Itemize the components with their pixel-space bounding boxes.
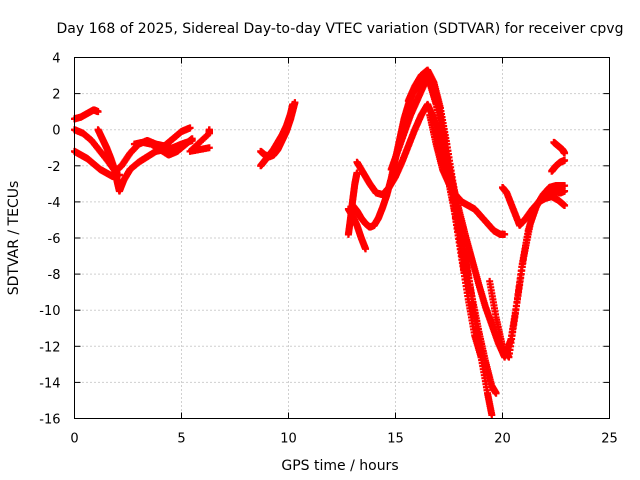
x-tick-label: 5 [177,432,185,447]
y-tick-label: 2 [52,88,60,103]
series-arc-6 [186,126,213,155]
data-point [291,99,299,107]
x-tick-label: 10 [280,432,297,447]
y-tick-label: -12 [39,340,60,355]
data-point [561,202,569,210]
series-arc-19 [499,183,569,229]
data-point [186,124,194,132]
data-point [362,245,370,253]
data-point [353,169,361,177]
data-point [488,411,496,419]
data-point [561,187,569,195]
x-tick-label: 25 [601,432,618,447]
series-arc-21 [550,138,569,157]
series-arc-4 [94,126,196,195]
data-point [205,144,213,152]
y-tick-label: -10 [39,304,60,319]
x-axis-label: GPS time / hours [281,458,398,474]
y-tick-label: -6 [48,232,61,247]
series-arc-8 [257,99,299,161]
plot-frame [74,57,610,419]
y-tick-label: -8 [48,268,61,283]
series-arc-20 [548,156,569,175]
y-tick-label: -16 [39,413,60,428]
y-axis-label: SDTVAR / TECUs [6,181,22,296]
y-tick-label: -14 [39,376,60,391]
data-point [188,135,196,143]
y-tick-label: -4 [48,196,61,211]
series-arc-1 [71,106,102,123]
series-arc-10 [344,205,370,253]
x-tick-label: 0 [70,432,78,447]
y-tick-label: 0 [52,124,60,139]
data-point [561,149,569,157]
series-arc-3 [71,147,123,181]
data-point [561,156,569,164]
axis-ticks: 0 5 10 15 20 25 -16 -14 -12 -10 -8 -6 -4 -2 0 2 4 [39,52,618,447]
series-arc-18 [486,187,569,361]
data-points [71,66,569,419]
series-arc-5 [130,135,196,159]
data-point [492,389,500,397]
data-point [94,108,102,116]
y-tick-label: -2 [48,160,61,175]
data-point [501,230,509,238]
chart-title: Day 168 of 2025, Sidereal Day-to-day VTE… [57,21,624,37]
y-tick-label: 4 [52,52,60,67]
x-tick-label: 20 [494,432,511,447]
x-tick-label: 15 [387,432,404,447]
